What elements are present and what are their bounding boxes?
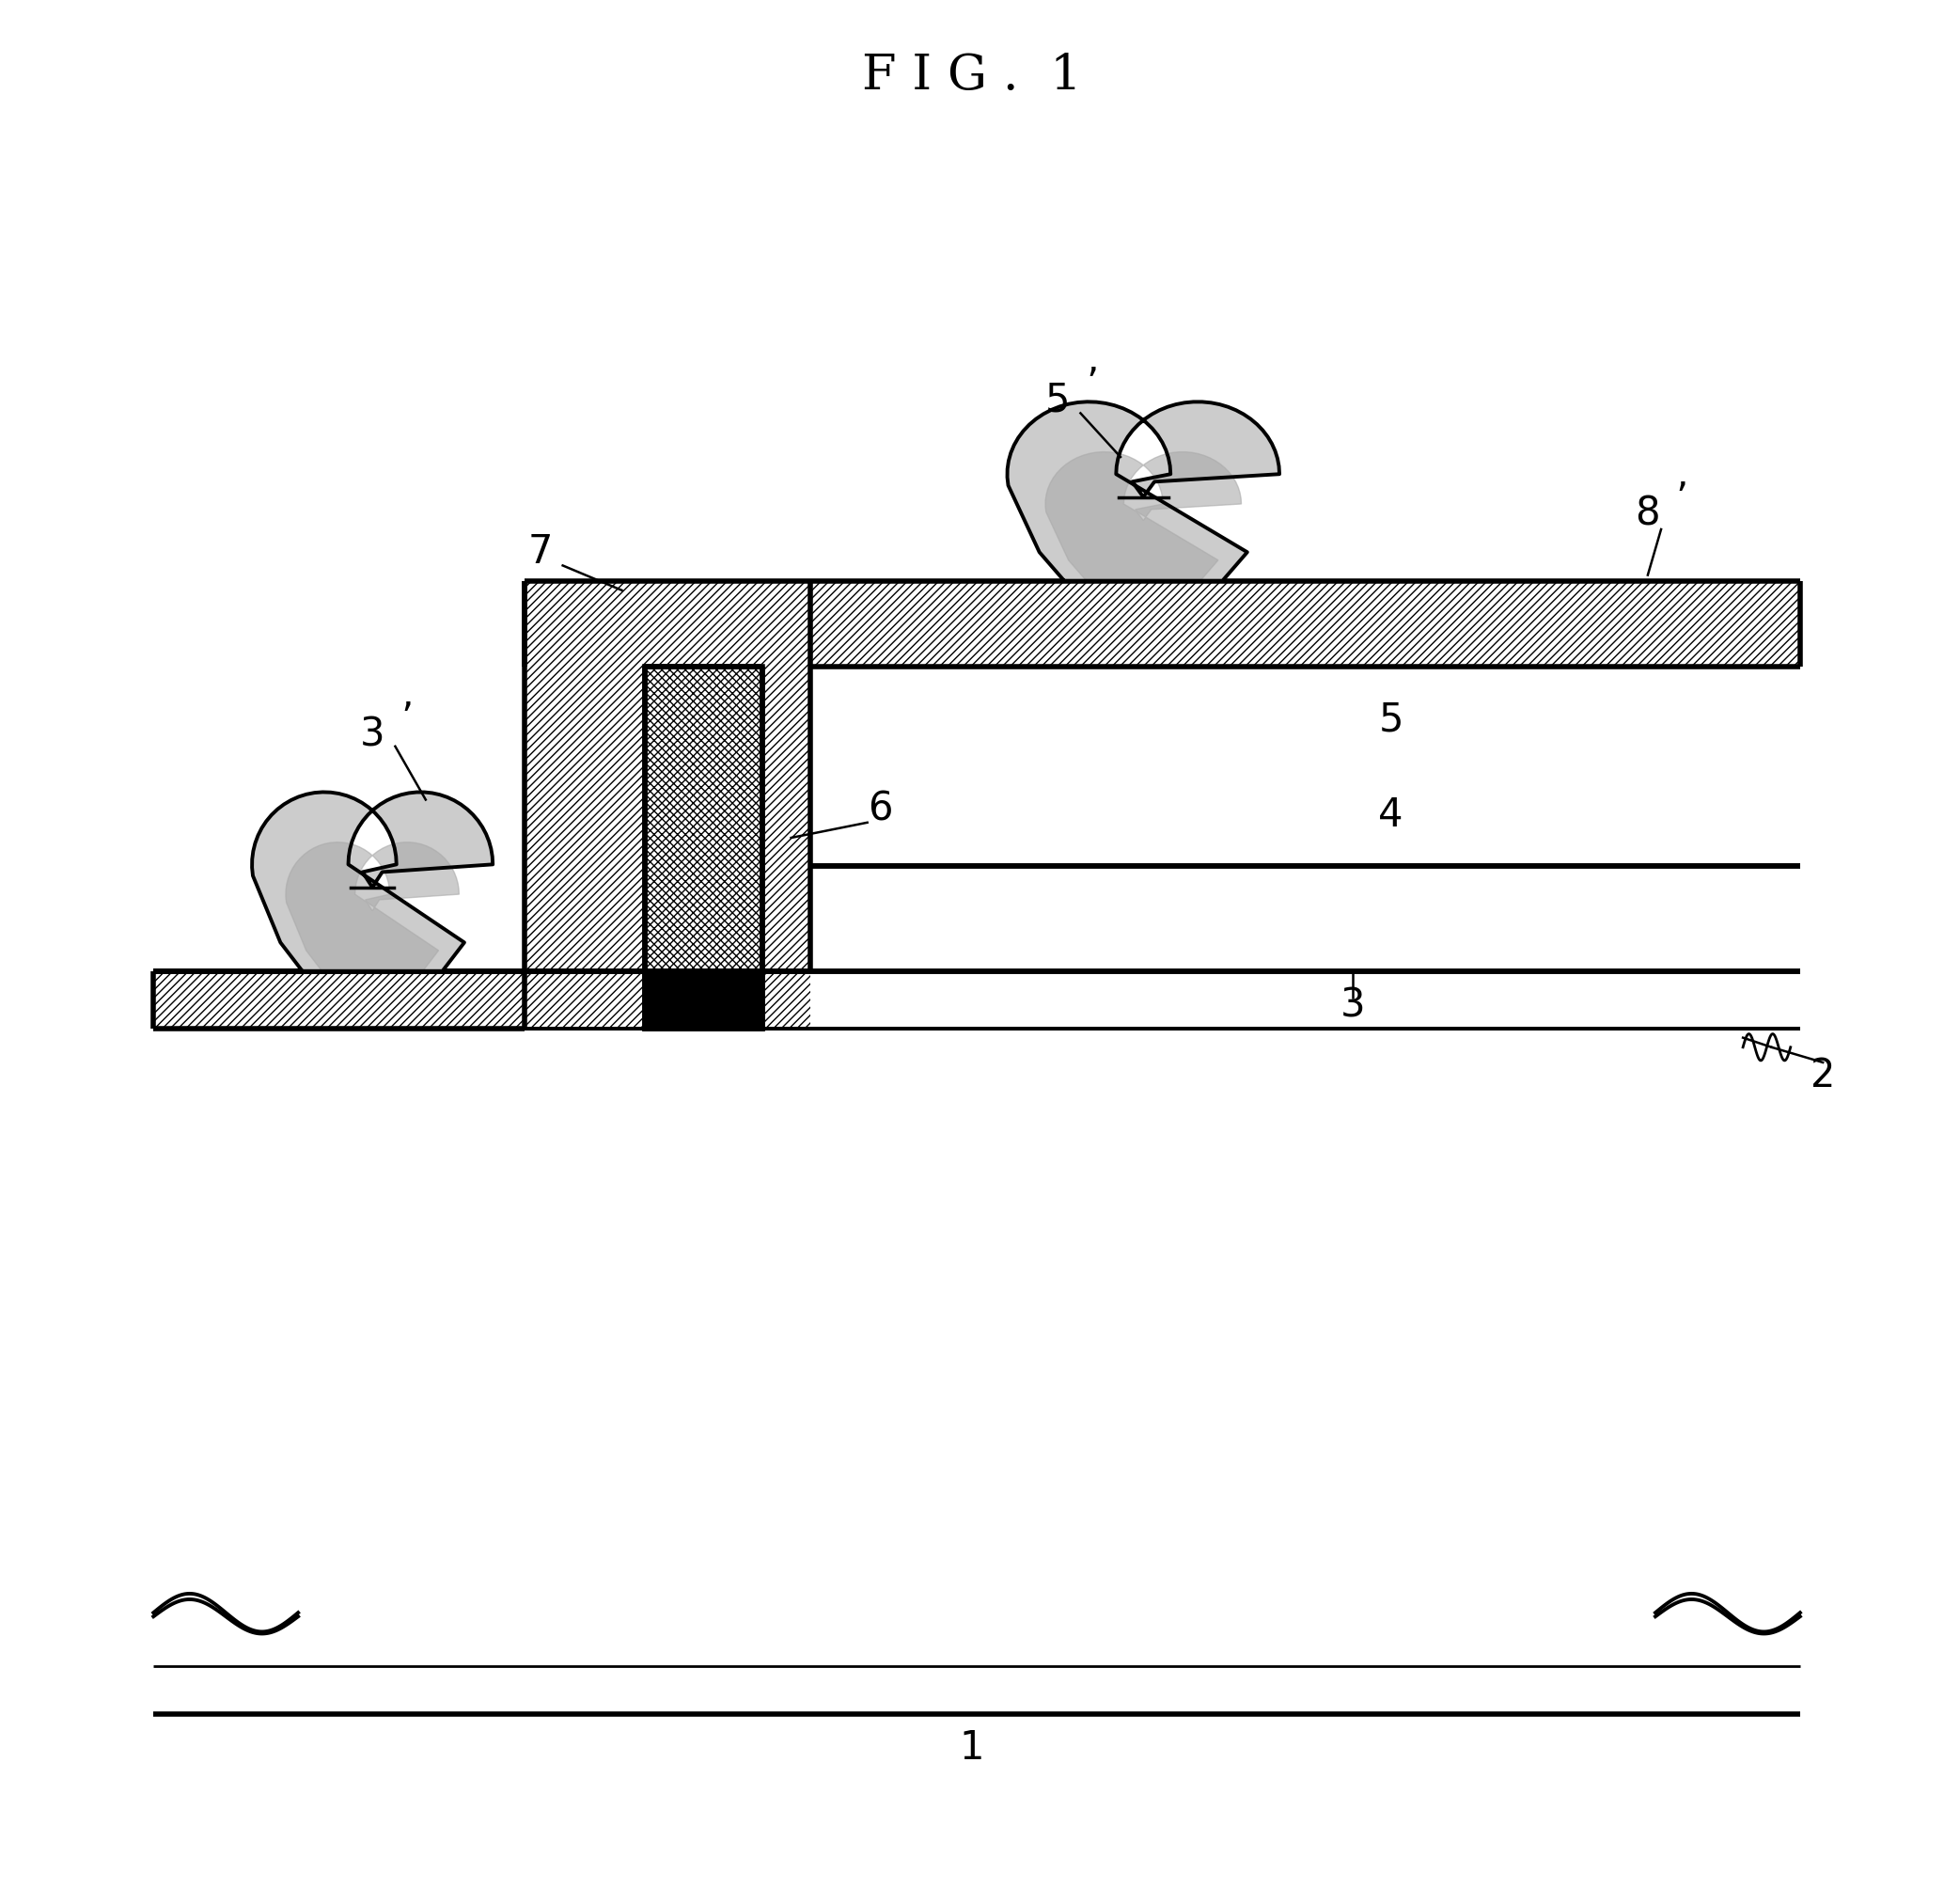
Text: ’: ’ xyxy=(1087,366,1098,404)
Bar xyxy=(645,971,762,1028)
Text: 8: 8 xyxy=(1635,495,1660,533)
Bar xyxy=(154,971,525,1028)
Polygon shape xyxy=(1046,451,1242,581)
Text: 4: 4 xyxy=(1378,796,1404,834)
Bar xyxy=(645,666,762,1028)
Bar xyxy=(645,666,762,1028)
Text: 3: 3 xyxy=(1339,986,1365,1024)
Text: 3: 3 xyxy=(360,716,385,754)
Text: 5: 5 xyxy=(1378,701,1404,739)
Polygon shape xyxy=(286,842,459,971)
Text: 2: 2 xyxy=(1810,1057,1835,1095)
Bar xyxy=(811,581,1800,666)
Bar xyxy=(525,581,811,1028)
Bar xyxy=(525,581,811,1028)
Text: 5: 5 xyxy=(1046,381,1069,419)
Polygon shape xyxy=(253,792,492,971)
Text: ’: ’ xyxy=(400,701,412,739)
Bar xyxy=(811,581,1800,666)
Text: 7: 7 xyxy=(527,533,552,571)
Polygon shape xyxy=(1007,402,1279,581)
Bar xyxy=(154,971,525,1028)
Text: ’: ’ xyxy=(1676,480,1687,518)
Text: F I G .  1: F I G . 1 xyxy=(861,51,1083,101)
Text: 1: 1 xyxy=(960,1729,984,1767)
Text: 6: 6 xyxy=(869,790,892,828)
